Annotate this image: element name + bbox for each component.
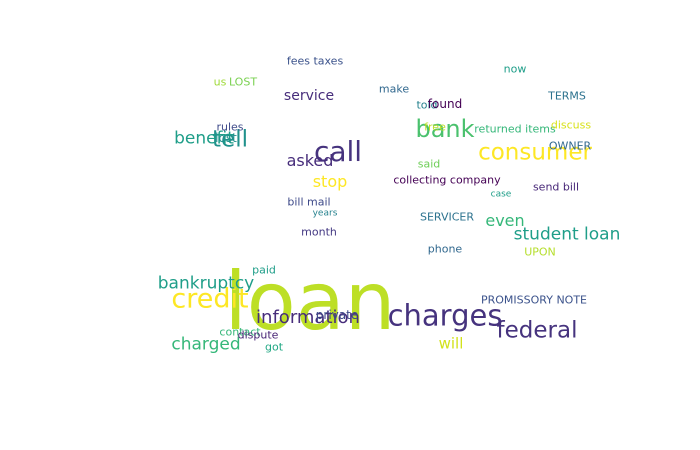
cloud-word: contact [219, 325, 261, 339]
cloud-word: tell [212, 126, 248, 153]
cloud-word: credit [171, 283, 249, 315]
cloud-word: dispute [237, 328, 279, 342]
cloud-word: student loan [513, 224, 621, 245]
cloud-word: got [264, 340, 284, 354]
cloud-word: private [315, 308, 359, 322]
cloud-word: send bill [532, 180, 580, 194]
cloud-word: service [283, 88, 335, 104]
cloud-word: now [503, 62, 527, 76]
cloud-word: charged [171, 334, 241, 355]
cloud-word: years [312, 208, 338, 219]
cloud-word: information [256, 307, 360, 328]
cloud-word: UPON [524, 245, 556, 259]
cloud-word: bill mail [287, 195, 331, 209]
cloud-word: month [301, 225, 337, 239]
cloud-word: federal [496, 317, 578, 344]
cloud-word: will [438, 334, 464, 353]
cloud-word: rules [216, 120, 244, 134]
cloud-word: us [213, 75, 227, 89]
cloud-word: make [378, 82, 410, 96]
cloud-word: asked [286, 151, 334, 170]
cloud-word: SERVICER [419, 210, 475, 224]
cloud-word: bank [415, 115, 475, 143]
cloud-word: phone [427, 242, 463, 256]
cloud-word: found [427, 97, 463, 111]
cloud-word: bankruptcy [157, 273, 255, 294]
cloud-word: told [416, 98, 438, 112]
cloud-word: discuss [550, 118, 592, 132]
cloud-word: returned items [474, 122, 556, 136]
cloud-word: paid [252, 263, 276, 277]
cloud-word: said [417, 157, 441, 171]
cloud-word: benefit [174, 128, 234, 149]
cloud-word: PROMISSORY NOTE [480, 293, 588, 307]
cloud-word: collecting company [393, 173, 501, 187]
cloud-word: case [490, 189, 512, 200]
cloud-word: even [485, 211, 525, 230]
cloud-word: LOST [228, 75, 258, 89]
cloud-word: loan [224, 255, 396, 348]
cloud-word: charges [387, 298, 503, 333]
cloud-word: call [313, 135, 363, 168]
cloud-word: stop [312, 172, 348, 191]
cloud-word: lost [215, 131, 237, 145]
cloud-word: free [424, 120, 446, 134]
cloud-word: OWNER [548, 139, 592, 153]
cloud-word: TERMS [548, 89, 586, 103]
cloud-word: consumer [478, 139, 592, 166]
cloud-word: fees taxes [286, 54, 344, 68]
